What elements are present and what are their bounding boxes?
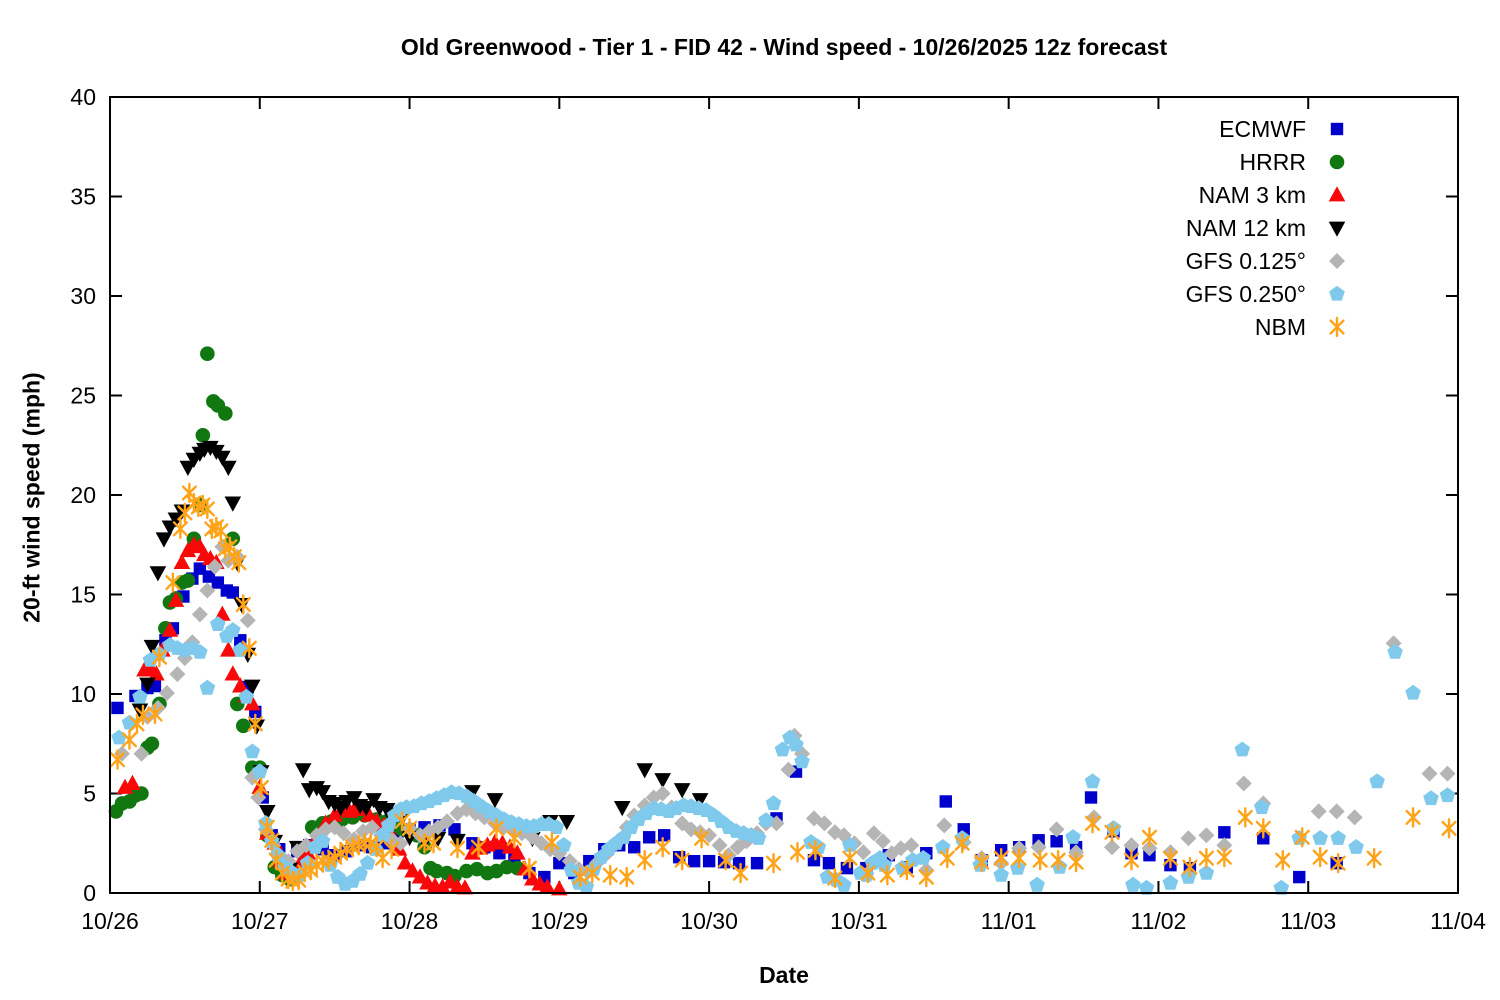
x-tick-label: 10/31 [830, 908, 888, 934]
x-tick-label: 11/04 [1430, 908, 1486, 934]
y-tick-label: 10 [70, 681, 96, 707]
legend-label: ECMWF [1219, 116, 1306, 142]
legend-item-nam-3-km: NAM 3 km [1199, 182, 1346, 208]
x-tick-label: 11/01 [981, 908, 1037, 934]
x-tick-label: 10/27 [231, 908, 289, 934]
legend-item-nbm: NBM [1255, 314, 1345, 340]
plot-border [109, 96, 1459, 894]
x-tick-label: 10/28 [381, 908, 439, 934]
y-axis-label: 20-ft wind speed (mph) [18, 372, 45, 623]
legend-item-gfs-0-250: GFS 0.250° [1186, 281, 1345, 307]
series-nam-12-km [131, 440, 709, 878]
x-tick-label: 10/30 [680, 908, 738, 934]
legend-item-nam-12-km: NAM 12 km [1186, 215, 1346, 241]
y-tick-label: 5 [83, 781, 96, 807]
series-nam-3-km [116, 535, 568, 896]
x-tick-label: 11/02 [1131, 908, 1187, 934]
legend-item-ecmwf: ECMWF [1219, 116, 1344, 142]
series-gfs-0-125 [113, 538, 1456, 881]
legend-label: NAM 12 km [1186, 215, 1306, 241]
legend-item-hrrr: HRRR [1240, 149, 1345, 175]
y-tick-label: 25 [70, 383, 96, 409]
y-tick-label: 40 [70, 84, 96, 110]
series-ecmwf [111, 562, 1343, 884]
x-axis-label: Date [759, 962, 809, 988]
legend-item-gfs-0-125: GFS 0.125° [1186, 248, 1345, 274]
x-tick-label: 11/03 [1280, 908, 1336, 934]
legend-label: NBM [1255, 314, 1306, 340]
y-tick-label: 35 [70, 184, 96, 210]
legend-label: NAM 3 km [1199, 182, 1306, 208]
legend-label: GFS 0.125° [1186, 248, 1306, 274]
y-tick-label: 0 [83, 880, 96, 906]
x-tick-label: 10/26 [81, 908, 139, 934]
legend-label: GFS 0.250° [1186, 281, 1306, 307]
legend: ECMWF HRRR NAM 3 km NAM 12 km GFS 0.125° GFS … [1186, 116, 1346, 340]
y-tick-label: 15 [70, 582, 96, 608]
series-hrrr [108, 346, 525, 887]
y-tick-label: 20 [70, 482, 96, 508]
legend-label: HRRR [1240, 149, 1306, 175]
chart-title: Old Greenwood - Tier 1 - FID 42 - Wind s… [400, 34, 1168, 60]
series-nbm [109, 482, 1457, 892]
x-tick-label: 10/29 [531, 908, 589, 934]
series-gfs-0-250 [111, 616, 1456, 895]
y-tick-label: 30 [70, 283, 96, 309]
